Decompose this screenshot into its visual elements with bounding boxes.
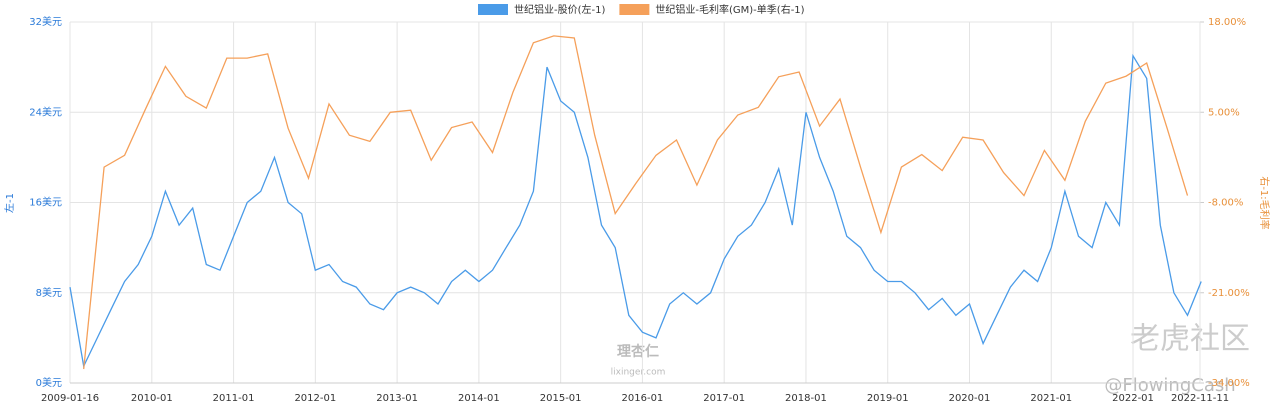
x-tick-label: 2013-01: [376, 393, 418, 404]
y-tick-label: 32美元: [29, 15, 62, 28]
x-tick-label: 2014-01: [458, 393, 500, 404]
x-tick-label: 2009-01-16: [41, 393, 99, 404]
x-tick-label: 2020-01: [949, 393, 991, 404]
y2-tick-label: -34.00%: [1208, 378, 1250, 389]
y-tick-label: 24美元: [29, 105, 62, 118]
x-tick-label: 2011-01: [213, 393, 255, 404]
y2-tick-label: -21.00%: [1208, 288, 1250, 299]
x-tick-label: 2016-01: [622, 393, 664, 404]
x-tick-label: 2012-01: [294, 393, 336, 404]
series-line: [69, 53, 1202, 369]
x-tick-label: 2021-01: [1030, 393, 1072, 404]
y2-tick-label: -8.00%: [1208, 198, 1243, 209]
x-tick-label: 2022-01: [1112, 393, 1154, 404]
y-tick-label: 0美元: [36, 376, 62, 389]
x-tick-label: 2015-01: [540, 393, 582, 404]
x-tick-label: 2019-01: [867, 393, 909, 404]
legend-swatch: [619, 4, 650, 15]
y2-tick-label: 18.00%: [1208, 17, 1246, 28]
watermark: 理杏仁: [617, 343, 659, 360]
y2-tick-label: 5.00%: [1208, 107, 1240, 118]
watermark: lixinger.com: [611, 368, 666, 378]
x-tick-label: 2022-11-11: [1171, 393, 1229, 404]
y2-axis-label: 右-1:毛利率: [1258, 176, 1271, 229]
x-tick-label: 2017-01: [703, 393, 745, 404]
watermark: @FlowingCash: [1104, 375, 1235, 396]
x-tick-label: 2018-01: [785, 393, 827, 404]
watermark: 老虎社区: [1130, 322, 1250, 357]
x-tick-label: 2010-01: [131, 393, 173, 404]
legend-label: 世纪铝业-股价(左-1): [514, 3, 605, 16]
y-tick-label: 16美元: [29, 196, 62, 209]
legend-swatch: [478, 4, 508, 15]
y-axis-label: 左-1: [3, 193, 16, 213]
legend-label: 世纪铝业-毛利率(GM)-单季(右-1): [655, 3, 804, 16]
y-tick-label: 8美元: [36, 286, 62, 299]
series-line: [83, 35, 1189, 370]
